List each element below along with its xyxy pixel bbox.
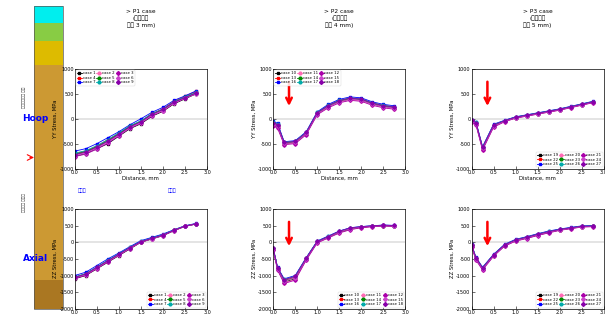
Bar — [34, 6, 63, 309]
Text: 외경부: 외경부 — [168, 188, 176, 193]
X-axis label: Distance, mm: Distance, mm — [321, 176, 358, 181]
Y-axis label: ZZ Stress, MPa: ZZ Stress, MPa — [53, 239, 58, 278]
Legend: case 1, case 4, case 7, case 2, case 5, case 8, case 3, case 6, case 9: case 1, case 4, case 7, case 2, case 5, … — [147, 292, 206, 307]
Y-axis label: ZZ Stress, MPa: ZZ Stress, MPa — [252, 239, 257, 278]
FancyBboxPatch shape — [34, 6, 63, 23]
Y-axis label: YY Stress, MPa: YY Stress, MPa — [450, 100, 455, 138]
Text: 내경부: 내경부 — [77, 188, 86, 193]
FancyBboxPatch shape — [34, 23, 63, 41]
Legend: case 10, case 13, case 16, case 11, case 14, case 17, case 12, case 15, case 18: case 10, case 13, case 16, case 11, case… — [274, 70, 341, 86]
Y-axis label: YY Stress, MPa: YY Stress, MPa — [252, 100, 257, 138]
Text: > P1 case
(베어링부
길이 3 mm): > P1 case (베어링부 길이 3 mm) — [126, 9, 155, 28]
FancyBboxPatch shape — [34, 65, 63, 280]
Text: Hoop: Hoop — [22, 114, 48, 123]
Legend: case 10, case 13, case 16, case 11, case 14, case 17, case 12, case 15, case 18: case 10, case 13, case 16, case 11, case… — [338, 292, 404, 307]
Text: Axial: Axial — [22, 255, 48, 263]
Legend: case 1, case 4, case 7, case 2, case 5, case 8, case 3, case 6, case 9: case 1, case 4, case 7, case 2, case 5, … — [76, 70, 135, 86]
Y-axis label: ZZ Stress, MPa: ZZ Stress, MPa — [450, 239, 455, 278]
FancyBboxPatch shape — [34, 41, 63, 65]
Legend: case 19, case 22, case 25, case 20, case 23, case 26, case 21, case 24, case 27: case 19, case 22, case 25, case 20, case… — [536, 152, 603, 167]
X-axis label: Distance, mm: Distance, mm — [122, 176, 159, 181]
Text: 유한요소해석 결과: 유한요소해석 결과 — [22, 86, 25, 108]
X-axis label: Distance, mm: Distance, mm — [519, 176, 556, 181]
Text: > P2 case
(베어링부
길이 4 mm): > P2 case (베어링부 길이 4 mm) — [324, 9, 354, 28]
Text: > P3 case
(베어링부
길이 5 mm): > P3 case (베어링부 길이 5 mm) — [523, 9, 552, 28]
Legend: case 19, case 22, case 25, case 20, case 23, case 26, case 21, case 24, case 27: case 19, case 22, case 25, case 20, case… — [536, 292, 603, 307]
Y-axis label: YY Stress, MPa: YY Stress, MPa — [53, 100, 58, 138]
FancyBboxPatch shape — [34, 280, 63, 309]
Text: 내부에서 외부로: 내부에서 외부로 — [22, 193, 25, 212]
